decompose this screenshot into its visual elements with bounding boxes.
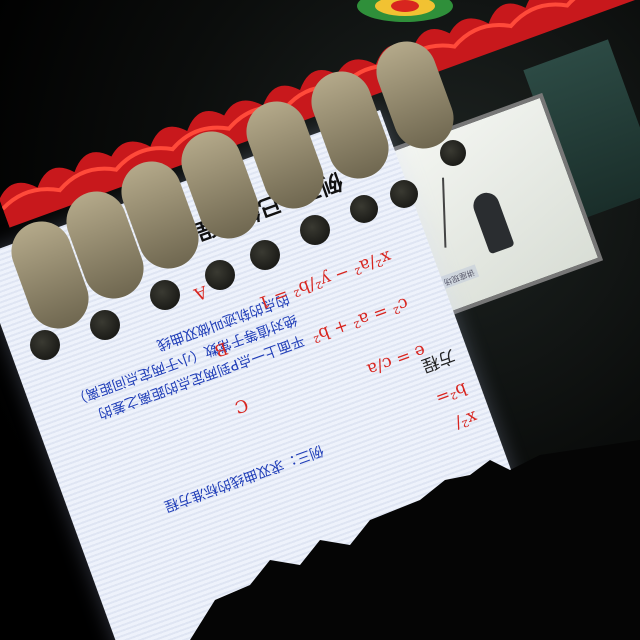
audience-head	[205, 260, 235, 290]
audience-head	[90, 310, 120, 340]
audience-head	[350, 195, 378, 223]
decorative-logo-icon	[350, 0, 460, 32]
audience-head	[300, 215, 330, 245]
audience-head	[150, 280, 180, 310]
audience-head	[390, 180, 418, 208]
audience-head	[250, 240, 280, 270]
audience-head	[30, 330, 60, 360]
audience-head	[440, 140, 466, 166]
